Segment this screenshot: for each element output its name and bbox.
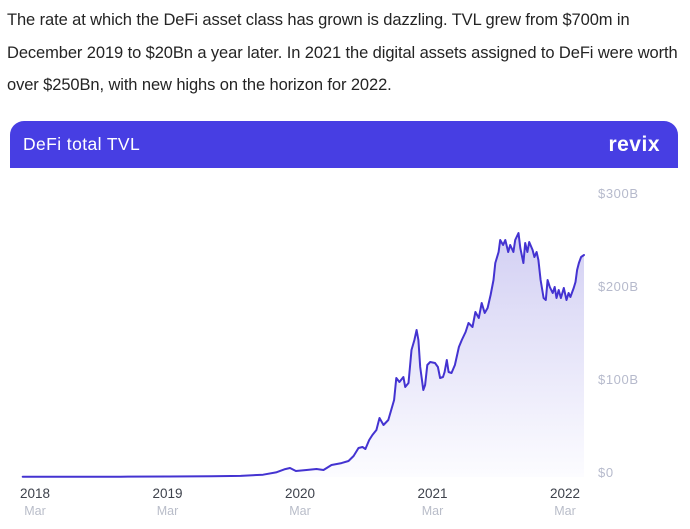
tvl-chart-card: DeFi total TVL revix — [10, 121, 678, 529]
intro-paragraph: The rate at which the DeFi asset class h… — [7, 11, 678, 94]
revix-logo: revix — [608, 132, 660, 156]
chart-title: DeFi total TVL — [23, 134, 141, 154]
chart-card-header: DeFi total TVL revix — [10, 121, 678, 168]
